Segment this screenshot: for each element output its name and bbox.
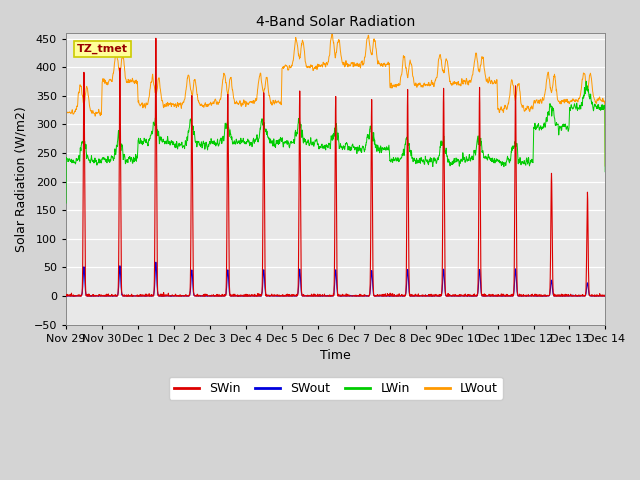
- Text: TZ_tmet: TZ_tmet: [77, 44, 128, 54]
- X-axis label: Time: Time: [321, 349, 351, 362]
- Legend: SWin, SWout, LWin, LWout: SWin, SWout, LWin, LWout: [169, 377, 502, 400]
- Title: 4-Band Solar Radiation: 4-Band Solar Radiation: [256, 15, 415, 29]
- Y-axis label: Solar Radiation (W/m2): Solar Radiation (W/m2): [15, 106, 28, 252]
